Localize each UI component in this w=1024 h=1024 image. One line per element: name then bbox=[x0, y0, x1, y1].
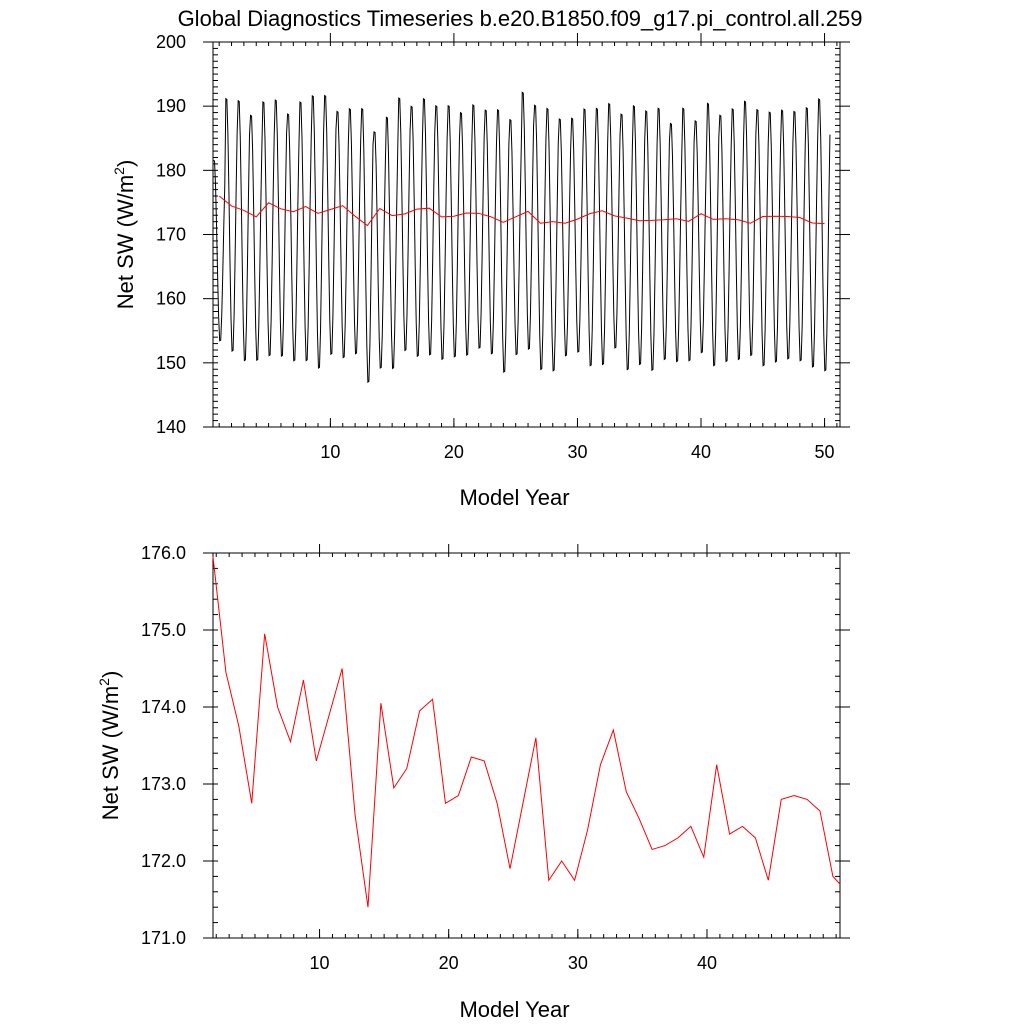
top-y-tick-label: 200 bbox=[156, 32, 186, 52]
top-x-tick-label: 30 bbox=[567, 442, 587, 462]
top-plot-area: 10 20 30 40 50 140 150 160 170 180 190 200 bbox=[156, 32, 850, 462]
bottom-x-tick-label: 30 bbox=[568, 953, 588, 973]
top-x-axis-label: Model Year bbox=[459, 485, 569, 510]
bottom-y-tick-label: 171.0 bbox=[141, 928, 186, 948]
top-series-monthly-line bbox=[213, 91, 831, 384]
top-x-tick-label: 20 bbox=[444, 442, 464, 462]
top-x-tick-label: 50 bbox=[815, 442, 835, 462]
bottom-y-tick-label: 174.0 bbox=[141, 697, 186, 717]
top-y-tick-label: 140 bbox=[156, 417, 186, 437]
bottom-y-axis-label: Net SW (W/m2) bbox=[96, 671, 123, 821]
bottom-plot-area: 10 20 30 40 171.0 172.0 173.0 174.0 175.0 176.0 bbox=[141, 543, 850, 973]
top-series-annual-line bbox=[218, 195, 825, 227]
bottom-x-axis-label: Model Year bbox=[459, 997, 569, 1022]
figure-title: Global Diagnostics Timeseries b.e20.B185… bbox=[178, 6, 863, 31]
top-y-tick-label: 160 bbox=[156, 289, 186, 309]
bottom-x-tick-label: 10 bbox=[310, 953, 330, 973]
top-x-tick-label: 10 bbox=[320, 442, 340, 462]
bottom-series-annual-line bbox=[212, 556, 841, 908]
top-x-tick-label: 40 bbox=[691, 442, 711, 462]
bottom-y-tick-label: 173.0 bbox=[141, 774, 186, 794]
top-y-tick-label: 170 bbox=[156, 225, 186, 245]
bottom-y-tick-label: 176.0 bbox=[141, 543, 186, 563]
bottom-y-tick-label: 175.0 bbox=[141, 620, 186, 640]
bottom-y-tick-label: 172.0 bbox=[141, 851, 186, 871]
bottom-x-tick-label: 40 bbox=[697, 953, 717, 973]
top-y-tick-label: 180 bbox=[156, 160, 186, 180]
top-y-tick-label: 190 bbox=[156, 96, 186, 116]
top-y-axis-label: Net SW (W/m2) bbox=[111, 160, 138, 310]
bottom-chart-panel: 10 20 30 40 171.0 172.0 173.0 174.0 175.0 176.0 M… bbox=[96, 543, 850, 1022]
top-chart-panel: 10 20 30 40 50 140 150 160 170 180 190 200 Model Ye… bbox=[111, 32, 850, 510]
top-y-tick-label: 150 bbox=[156, 353, 186, 373]
bottom-x-tick-label: 20 bbox=[439, 953, 459, 973]
